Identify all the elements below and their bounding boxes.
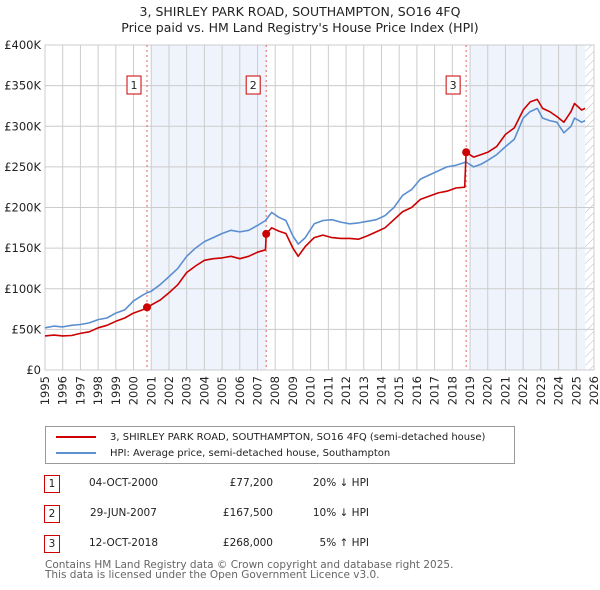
x-tick-label: 2018	[445, 376, 459, 405]
x-tick-label: 2014	[374, 376, 388, 405]
sale-label-number: 1	[131, 79, 138, 92]
hpi-line	[44, 107, 586, 329]
sale-hpi-diff: 5% ↑ HPI	[319, 537, 369, 549]
sale-number-badge: 3	[44, 535, 60, 553]
x-tick-label: 2024	[552, 376, 566, 405]
y-tick-label: £100K	[4, 282, 41, 296]
legend-swatch-red	[56, 436, 96, 438]
legend-item-property: 3, SHIRLEY PARK ROAD, SOUTHAMPTON, SO16 …	[56, 429, 485, 445]
chart-title: 3, SHIRLEY PARK ROAD, SOUTHAMPTON, SO16 …	[139, 4, 461, 19]
plot-frame	[44, 44, 595, 371]
sale-date: 04-OCT-2000	[89, 477, 158, 489]
y-tick-label: £250K	[4, 160, 41, 174]
sale-price: £77,200	[229, 477, 273, 489]
x-tick-label: 2021	[498, 376, 512, 405]
x-tick-label: 2000	[127, 376, 141, 405]
chart-subtitle: Price paid vs. HM Land Registry's House …	[121, 20, 479, 35]
x-tick-label: 2011	[321, 376, 335, 405]
x-tick-label: 2008	[268, 376, 282, 405]
sale-date: 29-JUN-2007	[90, 507, 157, 519]
y-tick-label: £150K	[4, 241, 41, 255]
y-tick-label: £350K	[4, 79, 41, 93]
legend-label-hpi: HPI: Average price, semi-detached house,…	[110, 447, 391, 459]
x-tick-label: 2023	[534, 376, 548, 405]
price-chart: 1 2 3 £0 £50K £100K £150K £200K £250K £300K £350K…	[4, 38, 600, 405]
x-tick-label: 2013	[357, 376, 371, 405]
x-tick-label: 2007	[251, 376, 265, 405]
y-tick-label: £200K	[4, 201, 41, 215]
legend-label-property: 3, SHIRLEY PARK ROAD, SOUTHAMPTON, SO16 …	[110, 431, 486, 443]
x-tick-label: 1997	[73, 376, 87, 405]
y-tick-label: £300K	[4, 119, 41, 133]
sale-label-number: 3	[450, 79, 457, 92]
sale-number-badge: 1	[44, 475, 60, 493]
sale-point	[143, 303, 152, 312]
x-tick-label: 2019	[463, 376, 477, 405]
y-tick-label: £400K	[4, 38, 41, 52]
x-tick-label: 2022	[516, 376, 530, 405]
x-tick-label: 2005	[215, 376, 229, 405]
x-tick-label: 1999	[109, 376, 123, 405]
x-tick-label: 2012	[339, 376, 353, 405]
sale-date: 12-OCT-2018	[89, 537, 158, 549]
sale-hpi-diff: 20% ↓ HPI	[312, 477, 369, 489]
y-tick-label: £50K	[12, 322, 42, 336]
x-tick-label: 2010	[304, 376, 318, 405]
sale-number-badge: 2	[44, 505, 60, 523]
x-tick-label: 1996	[56, 376, 70, 405]
footer-copyright: Contains HM Land Registry data © Crown c…	[45, 559, 454, 571]
sale-label-box	[126, 75, 142, 95]
x-tick-label: 2016	[410, 376, 424, 405]
sale-price: £268,000	[222, 537, 273, 549]
sale-label-box	[245, 75, 261, 95]
x-tick-label: 2002	[162, 376, 176, 405]
x-tick-label: 2026	[587, 376, 600, 405]
legend: 3, SHIRLEY PARK ROAD, SOUTHAMPTON, SO16 …	[45, 426, 515, 464]
x-tick-label: 2009	[286, 376, 300, 405]
footer: Contains HM Land Registry data © Crown c…	[45, 559, 454, 581]
x-tick-label: 2017	[428, 376, 442, 405]
sale-point	[462, 148, 471, 157]
sale-label-number: 2	[250, 79, 257, 92]
sale-label-box	[445, 75, 461, 95]
x-tick-label: 2001	[144, 376, 158, 405]
x-tick-label: 1998	[91, 376, 105, 405]
sale-hpi-diff: 10% ↓ HPI	[312, 507, 369, 519]
y-tick-label: £0	[26, 363, 41, 377]
legend-swatch-blue	[56, 452, 96, 454]
sale-point	[262, 229, 271, 238]
sale-price: £167,500	[222, 507, 273, 519]
x-tick-label: 1995	[38, 376, 52, 405]
x-tick-label: 2004	[197, 376, 211, 405]
x-tick-label: 2025	[569, 376, 583, 405]
footer-licence: This data is licensed under the Open Gov…	[45, 569, 380, 581]
legend-item-hpi: HPI: Average price, semi-detached house,…	[56, 445, 390, 461]
x-tick-label: 2006	[233, 376, 247, 405]
x-tick-label: 2020	[481, 376, 495, 405]
x-tick-label: 2003	[180, 376, 194, 405]
x-tick-label: 2015	[392, 376, 406, 405]
